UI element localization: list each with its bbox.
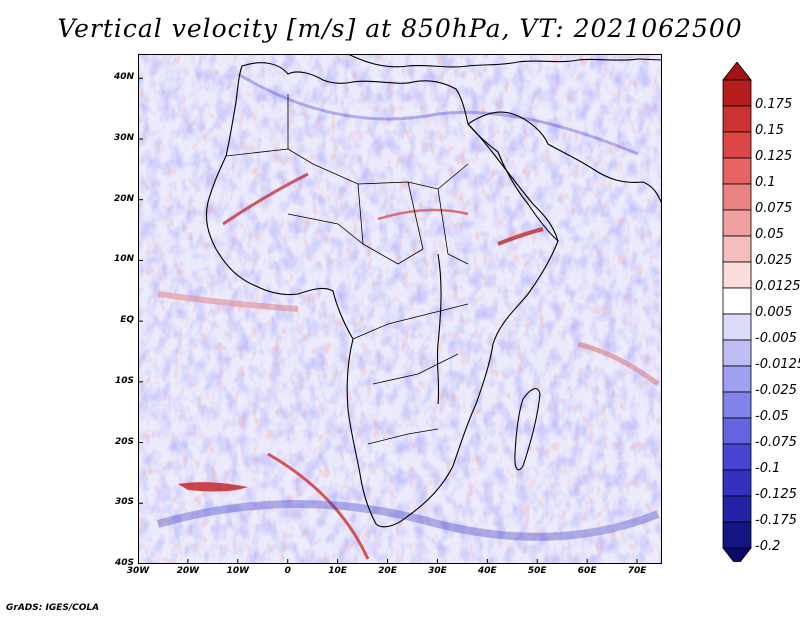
lat-tick-label: 10S [114,375,134,386]
colorbar [722,62,752,562]
colorbar-bottom-arrow [722,547,752,562]
colorbar-level-label: -0.175 [755,513,797,528]
colorbar-level-label: 0.075 [755,201,793,216]
subsidence-band-south [156,500,660,541]
colorbar-level-label: -0.2 [755,539,781,554]
colorbar-swatch [722,365,752,393]
colorbar-level-label: 0.005 [755,305,793,320]
software-credit: GrADS: IGES/COLA [6,603,100,613]
middle-east-coastline [467,111,662,205]
colorbar-swatch [722,157,752,185]
colorbar-swatch [722,469,752,497]
lon-tick-label: 10W [226,566,250,576]
ascent-band-atlantic [157,291,299,312]
ascent-feature-south-atlantic [178,482,248,492]
colorbar-level-label: 0.0125 [755,279,800,294]
ascent-band-south [267,452,370,560]
ascent-band-sahel [377,208,469,221]
lat-tick-label: 10N [113,254,134,265]
colorbar-swatch [722,131,752,159]
lon-tick-label: 60E [577,566,597,576]
rift-lakes-outline [436,253,442,405]
lon-tick-label: 30E [428,566,447,576]
lon-tick-label: 20E [378,566,397,576]
colorbar-level-label: 0.15 [755,123,784,138]
lon-tick-label: 70E [627,566,647,576]
lon-tick-label: 10E [328,566,347,576]
colorbar-level-label: 0.1 [755,175,776,190]
lon-tick-label: 20W [176,566,200,576]
colorbar-swatch [722,313,752,341]
ascent-band-indian-ocean [577,341,660,387]
map-frame [138,54,662,564]
mediterranean-coastline [347,54,662,68]
colorbar-swatch [722,261,752,289]
red-sea-coastline [467,123,559,242]
subsidence-band-north [237,72,639,156]
colorbar-swatch [722,105,752,133]
colorbar-level-label: -0.05 [755,409,789,424]
lon-tick-label: 30W [126,566,150,576]
map-panel [138,54,662,564]
map-title: Vertical velocity [m/s] at 850hPa, VT: 2… [57,14,743,43]
colorbar-level-label: -0.1 [755,461,781,476]
africa-coastline [205,62,559,528]
colorbar-swatch [722,417,752,445]
country-borders [225,94,469,445]
colorbar-level-label: -0.0125 [755,357,800,372]
colorbar-level-label: -0.125 [755,487,797,502]
latitude-tick-marks [138,77,143,564]
lat-tick-label: 40S [114,558,134,568]
colorbar-swatch [722,183,752,211]
lon-tick-label: 50E [527,566,547,576]
lat-tick-label: 20N [113,193,134,204]
colorbar-swatch [722,235,752,263]
colorbar-swatch [722,521,752,549]
colorbar-swatch [722,79,752,107]
colorbar-level-label: -0.025 [755,383,797,398]
field-ascent-texture [138,54,662,564]
lon-tick-label: 40E [477,566,497,576]
colorbar-level-label: -0.005 [755,331,797,346]
longitude-tick-marks [138,559,638,564]
colorbar-level-label: -0.075 [755,435,797,450]
colorbar-swatch [722,391,752,419]
colorbar-swatch [722,209,752,237]
colorbar-swatch [722,443,752,471]
colorbar-level-label: 0.125 [755,149,793,164]
ascent-band-sahara [222,172,309,226]
colorbar-swatch [722,287,752,315]
lat-tick-label: 30N [113,133,134,143]
colorbar-level-label: 0.025 [755,253,793,268]
colorbar-level-label: 0.05 [755,227,784,242]
lat-tick-label: 30S [114,497,134,508]
madagascar-coastline [514,388,541,471]
vertical-velocity-map [138,54,662,564]
colorbar-swatch [722,495,752,523]
colorbar-swatch [722,339,752,367]
lat-tick-label: 40N [113,72,134,83]
ascent-band-ethiopia [497,227,544,246]
colorbar-level-label: 0.175 [755,97,793,112]
colorbar-top-arrow [722,62,752,81]
lon-tick-label: 0 [284,566,291,576]
lat-tick-label: 20S [114,436,134,447]
lat-tick-label: EQ [120,315,134,326]
